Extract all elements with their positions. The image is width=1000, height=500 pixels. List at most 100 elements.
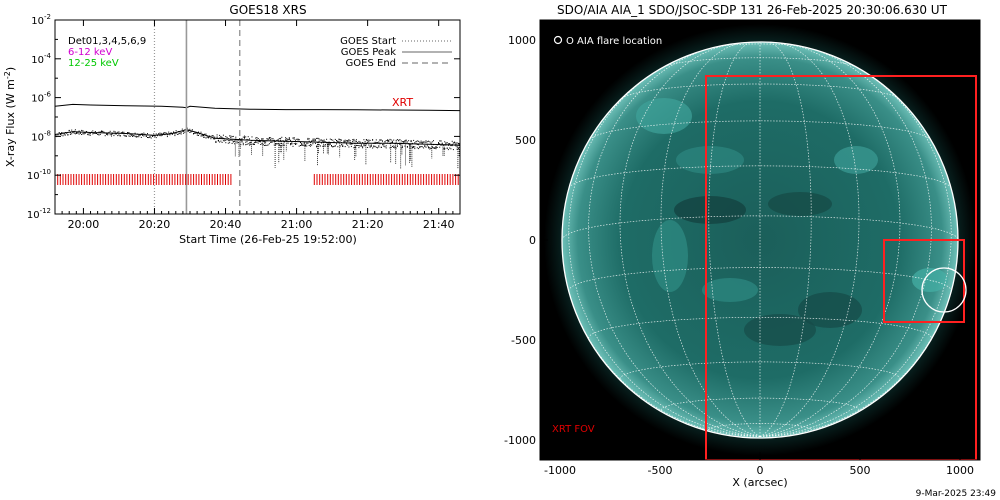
goes-noise-point <box>236 141 238 143</box>
goes-noise-point <box>348 146 350 148</box>
goes-y-tick-base: 10 <box>27 210 40 221</box>
goes-noise-point <box>324 145 326 147</box>
goes-noise-point <box>336 143 337 145</box>
goes-noise-point <box>249 138 250 140</box>
goes-noise-point <box>317 137 319 139</box>
goes-noise-point <box>175 132 177 134</box>
goes-noise-point <box>368 144 370 146</box>
goes-x-tick-label: 20:20 <box>139 218 171 231</box>
goes-noise-point <box>382 140 383 142</box>
goes-legend-detector-item: 12-25 keV <box>68 58 119 69</box>
goes-noise-point <box>384 146 386 148</box>
longitude-line <box>568 61 761 437</box>
goes-noise-point <box>60 133 61 135</box>
goes-noise-point <box>152 135 153 137</box>
goes-noise-point <box>178 131 180 132</box>
goes-noise-point <box>382 144 383 146</box>
goes-noise-point <box>144 134 146 136</box>
goes-noise-point <box>380 139 382 141</box>
goes-noise-point <box>272 140 274 142</box>
goes-noise-point <box>283 144 285 146</box>
goes-noise-point <box>113 135 115 137</box>
aia-x-tick-label: 500 <box>850 464 871 477</box>
goes-noise-point <box>293 143 295 145</box>
goes-noise-point <box>82 130 84 132</box>
goes-noise-point <box>301 143 303 145</box>
goes-noise-point <box>129 133 131 135</box>
goes-noise-point <box>113 130 115 132</box>
goes-noise-point <box>329 143 331 145</box>
goes-noise-point <box>375 142 377 144</box>
goes-y-tick-label: 10-12 <box>27 207 51 221</box>
latitude-line <box>660 397 860 411</box>
goes-noise-point <box>355 140 357 142</box>
goes-noise-point <box>94 131 96 132</box>
goes-noise-point <box>147 137 148 138</box>
goes-noise-point <box>359 142 361 144</box>
goes-noise-point <box>277 139 279 141</box>
goes-noise-point <box>413 139 415 141</box>
goes-noise-point <box>117 135 119 137</box>
goes-noise-point <box>451 145 453 147</box>
goes-noise-point <box>295 139 296 141</box>
goes-noise-point <box>226 138 228 140</box>
goes-noise-point <box>318 138 320 140</box>
goes-noise-point <box>102 131 104 133</box>
goes-noise-point <box>341 144 342 146</box>
goes-noise-point <box>253 141 255 143</box>
goes-noise-point <box>344 139 346 141</box>
goes-noise-point <box>215 141 217 143</box>
goes-legend-detector-item: Det01,3,4,5,6,9 <box>68 36 146 47</box>
goes-noise-point <box>168 133 170 135</box>
goes-noise-point <box>435 147 437 149</box>
goes-noise-point <box>297 138 299 140</box>
goes-noise-point <box>383 145 385 147</box>
goes-noise-point <box>87 133 89 135</box>
goes-y-tick-base: 10 <box>27 171 40 182</box>
goes-noise-point <box>73 130 75 132</box>
goes-noise-point <box>153 135 155 137</box>
goes-noise-point <box>203 136 204 138</box>
goes-noise-point <box>438 143 439 145</box>
goes-noise-point <box>92 130 94 132</box>
goes-noise-point <box>63 134 65 136</box>
goes-noise-point <box>260 144 262 145</box>
goes-noise-point <box>414 142 416 144</box>
goes-noise-point <box>240 140 242 142</box>
goes-noise-point <box>401 145 403 147</box>
goes-noise-point <box>309 144 311 146</box>
goes-noise-point <box>398 143 400 144</box>
goes-noise-point <box>273 141 275 143</box>
goes-noise-point <box>368 141 370 143</box>
goes-noise-point <box>308 140 310 142</box>
goes-y-tick-exp: -6 <box>44 91 52 99</box>
goes-noise-point <box>326 138 328 140</box>
goes-noise-point <box>189 131 191 133</box>
aia-image-panel: SDO/AIA AIA_1 SDO/JSOC-SDP 131 26-Feb-20… <box>504 3 981 489</box>
goes-noise-point <box>236 142 238 144</box>
goes-noise-point <box>253 143 255 145</box>
goes-noise-point <box>344 141 346 143</box>
goes-y-tick-base: 10 <box>31 55 44 66</box>
goes-noise-point <box>94 132 96 134</box>
goes-noise-point <box>183 131 185 133</box>
goes-noise-point <box>241 141 243 143</box>
goes-noise-point <box>195 132 197 133</box>
goes-noise-point <box>395 147 397 149</box>
goes-noise-point <box>227 142 229 144</box>
goes-noise-point <box>394 147 396 149</box>
goes-noise-point <box>433 140 434 142</box>
goes-noise-point <box>210 136 212 138</box>
goes-noise-point <box>220 136 222 138</box>
goes-noise-point <box>378 146 380 148</box>
solar-region <box>674 196 746 224</box>
goes-noise-point <box>413 146 415 147</box>
goes-noise-point <box>168 131 170 133</box>
goes-noise-point <box>280 137 282 139</box>
goes-legend-detector-item: 6-12 keV <box>68 47 112 58</box>
goes-noise-point <box>362 142 364 144</box>
goes-noise-point <box>409 144 411 146</box>
goes-noise-point <box>280 145 282 147</box>
goes-noise-point <box>189 128 191 130</box>
goes-noise-point <box>220 140 222 142</box>
